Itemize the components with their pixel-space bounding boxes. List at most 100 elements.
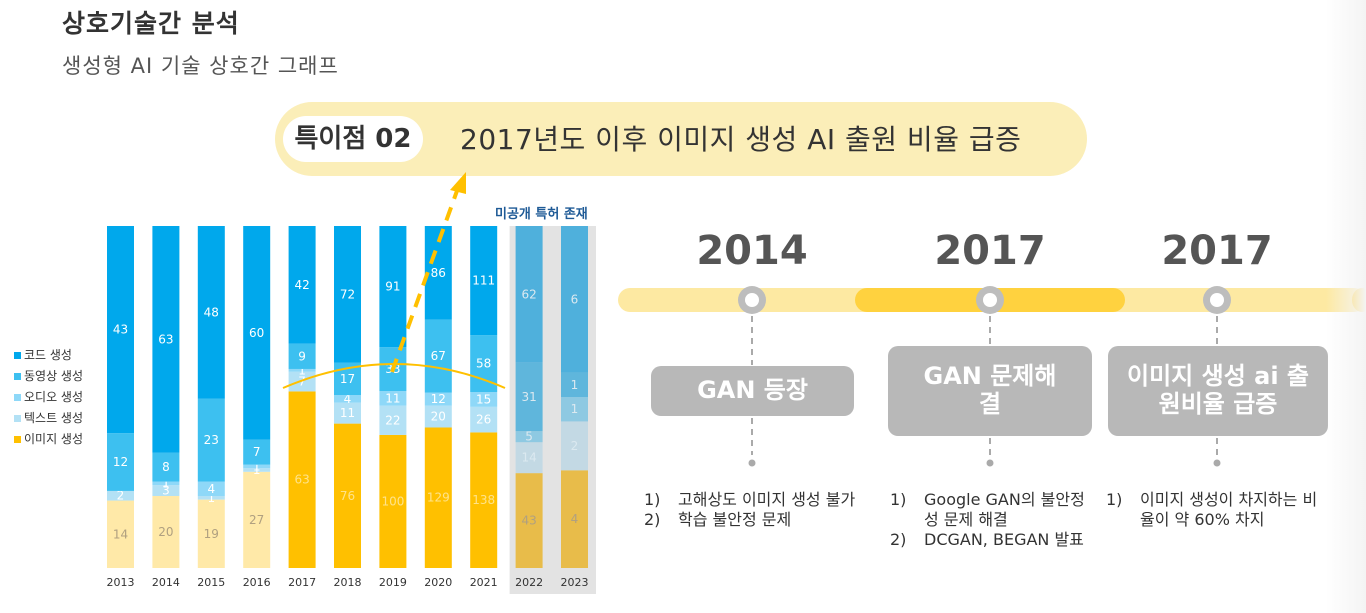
note-text: 고해상도 이미지 생성 불가 bbox=[678, 490, 856, 509]
data-label: 20 bbox=[158, 525, 173, 539]
data-label: 19 bbox=[204, 527, 219, 541]
data-label: 14 bbox=[113, 527, 128, 541]
data-label: 42 bbox=[294, 278, 309, 292]
highlight-tag: 특이점 02 bbox=[283, 116, 423, 162]
data-label: 67 bbox=[431, 349, 446, 363]
data-label: 15 bbox=[476, 392, 491, 406]
bar-segment bbox=[334, 423, 361, 568]
data-label: 31 bbox=[521, 390, 536, 404]
legend-item: 텍스트 생성 bbox=[14, 408, 83, 429]
unpublished-note: 미공개 특허 존재 bbox=[495, 207, 588, 222]
legend-swatch bbox=[14, 352, 21, 359]
timeline-notes: 1) 이미지 생성이 차지하는 비율이 약 60% 차지 bbox=[1106, 490, 1326, 530]
bar-segment bbox=[561, 421, 588, 471]
data-label: 7 bbox=[298, 375, 306, 389]
data-label: 4 bbox=[571, 512, 579, 526]
bar-segment bbox=[243, 464, 271, 469]
bar-segment bbox=[515, 226, 543, 363]
bar-segment bbox=[379, 391, 407, 406]
legend-item: 동영상 생성 bbox=[14, 366, 83, 387]
data-label: 4 bbox=[207, 482, 215, 496]
note-text: DCGAN, BEGAN 발표 bbox=[924, 530, 1084, 549]
bar-segment bbox=[470, 392, 498, 407]
data-label: 129 bbox=[427, 491, 450, 505]
data-label: 6 bbox=[571, 292, 579, 306]
note-item: 1) Google GAN의 불안정성 문제 해결 bbox=[890, 490, 1090, 530]
bar-segment bbox=[288, 391, 316, 568]
bar-segment bbox=[561, 470, 588, 568]
data-label: 5 bbox=[525, 430, 533, 444]
timeline-event-box: GAN 등장 bbox=[651, 366, 854, 416]
data-label: 9 bbox=[298, 349, 306, 363]
data-label: 63 bbox=[158, 332, 173, 346]
bar-segment bbox=[152, 226, 180, 453]
data-label: 12 bbox=[113, 455, 128, 469]
bar-segment bbox=[334, 226, 361, 363]
bar-segment bbox=[107, 226, 134, 434]
legend-label: 코드 생성 bbox=[24, 348, 72, 362]
bar-segment bbox=[334, 395, 361, 403]
data-label: 1 bbox=[298, 363, 306, 377]
bar-segment bbox=[288, 371, 316, 392]
bar-segment bbox=[243, 439, 271, 465]
data-label: 26 bbox=[476, 413, 491, 427]
timeline-notes: 1) 고해상도 이미지 생성 불가 2) 학습 불안정 문제 bbox=[644, 490, 864, 530]
legend-item: 이미지 생성 bbox=[14, 429, 83, 450]
x-tick-label: 2019 bbox=[379, 576, 407, 589]
data-label: 48 bbox=[204, 305, 219, 319]
bar-segment bbox=[288, 368, 316, 372]
bar-segment bbox=[107, 490, 134, 501]
bar-segment bbox=[424, 427, 452, 568]
bar-segment bbox=[424, 392, 452, 406]
bar-segment bbox=[424, 319, 452, 393]
bar-segment bbox=[515, 473, 543, 568]
legend-swatch bbox=[14, 373, 21, 380]
timeline-marker bbox=[738, 286, 766, 467]
bar-segment bbox=[561, 397, 588, 422]
bar-segment bbox=[379, 226, 407, 348]
bar-segment bbox=[561, 372, 588, 397]
bar-segment bbox=[243, 226, 271, 440]
data-label: 23 bbox=[204, 433, 219, 447]
data-label: 2 bbox=[571, 439, 579, 453]
data-label: 60 bbox=[249, 326, 264, 340]
timeline-notes: 1) Google GAN의 불안정성 문제 해결 2) DCGAN, BEGAN … bbox=[890, 490, 1090, 550]
x-tick-label: 2020 bbox=[424, 576, 452, 589]
note-text: 학습 불안정 문제 bbox=[678, 510, 792, 529]
data-label: 1 bbox=[207, 491, 215, 505]
x-tick-label: 2021 bbox=[470, 576, 498, 589]
data-label: 43 bbox=[113, 323, 128, 337]
legend-item: 오디오 생성 bbox=[14, 387, 83, 408]
note-number: 2) bbox=[890, 530, 907, 549]
data-label: 1 bbox=[571, 402, 579, 416]
bar-segment bbox=[288, 226, 316, 344]
bar-segment bbox=[334, 402, 361, 424]
note-item: 2) DCGAN, BEGAN 발표 bbox=[890, 530, 1090, 550]
page-subtitle: 생성형 AI 기술 상호간 그래프 bbox=[62, 54, 339, 78]
legend-swatch bbox=[14, 436, 21, 443]
data-label: 86 bbox=[431, 266, 446, 280]
data-label: 58 bbox=[476, 357, 491, 371]
bar-segment bbox=[107, 500, 134, 568]
data-label: 1 bbox=[571, 378, 579, 392]
note-item: 1) 이미지 생성이 차지하는 비율이 약 60% 차지 bbox=[1106, 490, 1326, 530]
bar-segment bbox=[470, 406, 498, 433]
data-label: 20 bbox=[431, 410, 446, 424]
timeline-year: 2017 bbox=[934, 228, 1046, 274]
legend-label: 오디오 생성 bbox=[24, 390, 84, 404]
data-label: 62 bbox=[521, 287, 536, 301]
bar-segment bbox=[197, 226, 225, 399]
data-label: 4 bbox=[344, 392, 352, 406]
legend-label: 텍스트 생성 bbox=[24, 411, 84, 425]
bar-segment bbox=[197, 496, 225, 500]
data-label: 1 bbox=[162, 476, 170, 490]
bar-segment bbox=[379, 405, 407, 435]
data-label: 1 bbox=[253, 463, 261, 477]
timeline-event-box: 이미지 생성 ai 출원비율 급증 bbox=[1108, 346, 1328, 436]
note-item: 1) 고해상도 이미지 생성 불가 bbox=[644, 490, 864, 510]
data-label: 91 bbox=[385, 280, 400, 294]
data-label: 8 bbox=[162, 460, 170, 474]
data-label: 27 bbox=[249, 513, 264, 527]
note-text: 이미지 생성이 차지하는 비율이 약 60% 차지 bbox=[1140, 490, 1318, 529]
legend-swatch bbox=[14, 415, 21, 422]
